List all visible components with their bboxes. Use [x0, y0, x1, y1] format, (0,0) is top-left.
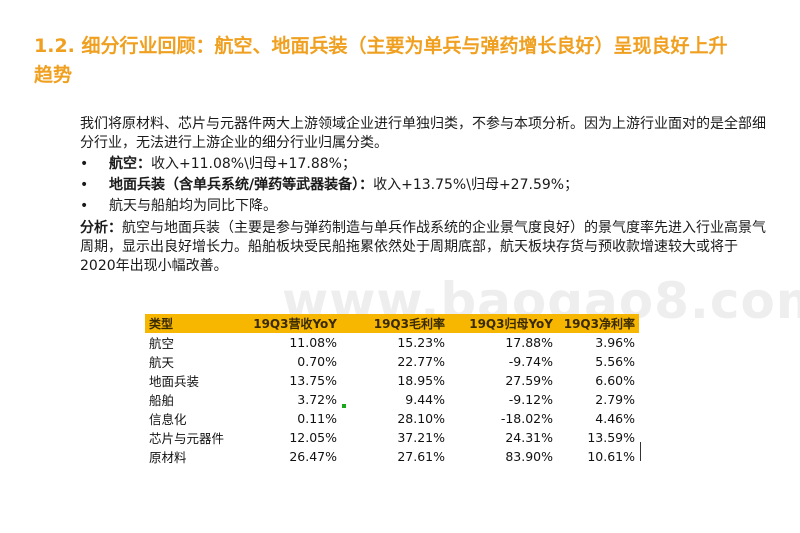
- table-cell: 3.72%: [297, 392, 337, 407]
- table-cell: 3.96%: [595, 335, 635, 350]
- table-cell: 22.77%: [397, 354, 445, 369]
- bullet-text: 收入+11.08%\归母+17.88%；: [151, 156, 356, 172]
- table-row: 船舶 3.72% 9.44% -9.12% 2.79%: [145, 390, 639, 409]
- body-text: 我们将原材料、芯片与元器件两大上游领域企业进行单独归类，不参与本项分析。因为上游…: [80, 115, 770, 276]
- selection-marker: [342, 404, 346, 408]
- table-row: 信息化 0.11% 28.10% -18.02% 4.46%: [145, 409, 639, 428]
- table-cell: 原材料: [149, 450, 187, 465]
- table-cell: -18.02%: [500, 411, 553, 426]
- column-header: 19Q3净利率: [557, 314, 639, 333]
- table-cell: 航空: [149, 336, 175, 351]
- table-row: 原材料 26.47% 27.61% 83.90% 10.61%: [145, 447, 639, 466]
- table-cell: 船舶: [149, 393, 175, 408]
- table-cell: 83.90%: [505, 449, 553, 464]
- table-row: 地面兵装 13.75% 18.95% 27.59% 6.60%: [145, 371, 639, 390]
- bullet-label: 航空：: [109, 156, 151, 172]
- analysis-text: 航空与地面兵装（主要是参与弹药制造与单兵作战系统的企业景气度良好）的景气度率先进…: [80, 220, 766, 274]
- table-cell: 12.05%: [289, 430, 337, 445]
- table-cell: 地面兵装: [149, 374, 200, 389]
- table-cell: 0.11%: [297, 411, 337, 426]
- column-header: 19Q3归母YoY: [449, 314, 557, 333]
- table-cell: 10.61%: [587, 449, 635, 464]
- table-cell: 27.61%: [397, 449, 445, 464]
- table-cell: 9.44%: [405, 392, 445, 407]
- table-cell: 24.31%: [505, 430, 553, 445]
- table-row: 航空 11.08% 15.23% 17.88% 3.96%: [145, 333, 639, 352]
- column-header: 类型: [145, 314, 231, 333]
- table-cell: 4.46%: [595, 411, 635, 426]
- table-cell: 11.08%: [289, 335, 337, 350]
- table-cell: 26.47%: [289, 449, 337, 464]
- table-cell: -9.74%: [508, 354, 553, 369]
- bullet-label: 地面兵装（含单兵系统/弹药等武器装备）：: [109, 177, 374, 193]
- table-cell: 13.59%: [587, 430, 635, 445]
- table-header-row: 类型 19Q3营收YoY 19Q3毛利率 19Q3归母YoY 19Q3净利率: [145, 314, 639, 333]
- table-cell: 17.88%: [505, 335, 553, 350]
- table-cell: 信息化: [149, 412, 187, 427]
- table-cell: 28.10%: [397, 411, 445, 426]
- analysis-label: 分析：: [80, 220, 122, 236]
- table-cell: 13.75%: [289, 373, 337, 388]
- bullet-ground-equipment: 地面兵装（含单兵系统/弹药等武器装备）：收入+13.75%\归母+27.59%；: [80, 176, 770, 195]
- table-cell: -9.12%: [508, 392, 553, 407]
- table-row: 航天 0.70% 22.77% -9.74% 5.56%: [145, 352, 639, 371]
- table-cell: 芯片与元器件: [149, 431, 225, 446]
- intro-paragraph: 我们将原材料、芯片与元器件两大上游领域企业进行单独归类，不参与本项分析。因为上游…: [80, 116, 766, 151]
- text-cursor: [640, 442, 641, 461]
- bullet-aviation: 航空：收入+11.08%\归母+17.88%；: [80, 155, 770, 174]
- bullet-aerospace-shipping: 航天与船舶均为同比下降。: [80, 197, 770, 216]
- table-row: 芯片与元器件 12.05% 37.21% 24.31% 13.59%: [145, 428, 639, 447]
- bullet-text: 航天与船舶均为同比下降。: [109, 198, 277, 214]
- table-cell: 27.59%: [505, 373, 553, 388]
- table-cell: 2.79%: [595, 392, 635, 407]
- table-cell: 37.21%: [397, 430, 445, 445]
- table-cell: 0.70%: [297, 354, 337, 369]
- analysis-paragraph: 分析：航空与地面兵装（主要是参与弹药制造与单兵作战系统的企业景气度良好）的景气度…: [80, 219, 770, 276]
- column-header: 19Q3毛利率: [341, 314, 449, 333]
- table-cell: 航天: [149, 355, 175, 370]
- table-cell: 5.56%: [595, 354, 635, 369]
- segment-table: 类型 19Q3营收YoY 19Q3毛利率 19Q3归母YoY 19Q3净利率 航…: [145, 314, 639, 466]
- table-cell: 15.23%: [397, 335, 445, 350]
- bullet-text: 收入+13.75%\归母+27.59%；: [373, 177, 579, 193]
- table-cell: 6.60%: [595, 373, 635, 388]
- page-title: 1.2. 细分行业回顾：航空、地面兵装（主要为单兵与弹药增长良好）呈现良好上升趋…: [34, 35, 728, 86]
- column-header: 19Q3营收YoY: [231, 314, 341, 333]
- table-cell: 18.95%: [397, 373, 445, 388]
